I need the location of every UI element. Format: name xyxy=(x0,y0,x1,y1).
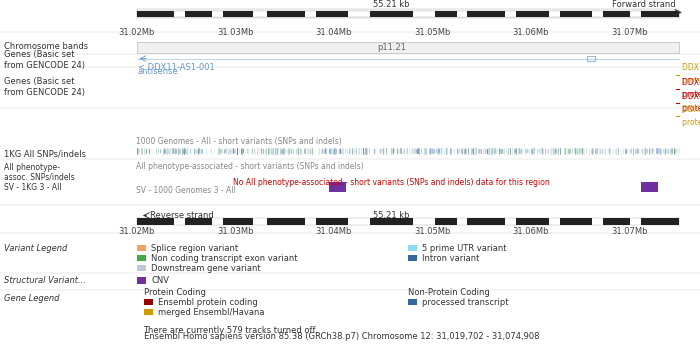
Text: antisense: antisense xyxy=(138,67,178,76)
Text: p11.21: p11.21 xyxy=(377,43,406,52)
Bar xyxy=(136,42,679,53)
Bar xyxy=(136,218,679,225)
Bar xyxy=(136,11,679,17)
Text: 31.04Mb: 31.04Mb xyxy=(316,227,352,236)
Bar xyxy=(559,218,592,225)
Bar xyxy=(587,56,595,61)
Bar xyxy=(267,218,304,225)
Bar xyxy=(407,255,417,261)
Text: CNV: CNV xyxy=(151,276,169,285)
Text: Genes (Basic set
from GENCODE 24): Genes (Basic set from GENCODE 24) xyxy=(4,50,85,70)
Bar xyxy=(144,309,153,315)
Bar xyxy=(136,9,679,18)
Bar xyxy=(516,218,549,225)
Text: < DDX11-AS1-001: < DDX11-AS1-001 xyxy=(138,63,215,72)
Text: 31.07Mb: 31.07Mb xyxy=(611,28,648,37)
Text: Intron variant: Intron variant xyxy=(423,253,480,263)
Bar xyxy=(641,218,679,225)
Text: Forward strand: Forward strand xyxy=(612,0,675,9)
Text: 55.21 kb: 55.21 kb xyxy=(373,0,410,9)
Bar xyxy=(186,218,213,225)
Bar xyxy=(223,11,253,17)
Text: merged Ensembl/Havana: merged Ensembl/Havana xyxy=(158,307,265,317)
Bar xyxy=(370,11,413,17)
Text: SV - 1000 Genomes 3 - All: SV - 1000 Genomes 3 - All xyxy=(136,186,237,195)
Text: protein coding: protein coding xyxy=(682,118,700,127)
Text: 55.21 kb: 55.21 kb xyxy=(373,211,410,220)
Bar xyxy=(223,218,253,225)
Bar xyxy=(136,245,146,251)
Bar xyxy=(136,277,146,284)
Bar xyxy=(329,182,346,192)
Text: DDX11-003 >: DDX11-003 > xyxy=(682,78,700,87)
Text: Structural Variant...: Structural Variant... xyxy=(4,276,85,285)
Text: There are currently 579 tracks turned off.: There are currently 579 tracks turned of… xyxy=(144,326,318,334)
Text: 31.03Mb: 31.03Mb xyxy=(217,227,253,236)
Text: protein coding: protein coding xyxy=(682,90,700,99)
Text: Reverse strand: Reverse strand xyxy=(150,211,214,220)
Text: Downstream gene variant: Downstream gene variant xyxy=(151,263,261,273)
Bar xyxy=(435,218,456,225)
Text: DDX11-006 >: DDX11-006 > xyxy=(682,92,700,101)
Text: Protein Coding: Protein Coding xyxy=(144,289,205,297)
Bar xyxy=(468,218,505,225)
Bar xyxy=(267,11,304,17)
Text: All phenotype-associated - short variants (SNPs and indels): All phenotype-associated - short variant… xyxy=(136,163,364,171)
Text: 31.02Mb: 31.02Mb xyxy=(118,28,155,37)
Text: 31.05Mb: 31.05Mb xyxy=(414,227,450,236)
Bar xyxy=(316,11,348,17)
Bar xyxy=(136,255,146,261)
Text: Ensembl protein coding: Ensembl protein coding xyxy=(158,297,258,307)
Text: 31.02Mb: 31.02Mb xyxy=(118,227,155,236)
Text: Ensembl Homo sapiens version 85.38 (GRCh38.p7) Chromosome 12: 31,019,702 - 31,07: Ensembl Homo sapiens version 85.38 (GRCh… xyxy=(144,332,539,341)
Bar xyxy=(136,11,174,17)
Bar xyxy=(641,11,679,17)
Text: All phenotype-
assoc. SNPs/indels
SV - 1KG 3 - All: All phenotype- assoc. SNPs/indels SV - 1… xyxy=(4,163,74,192)
Text: 31.03Mb: 31.03Mb xyxy=(217,28,253,37)
Text: Splice region variant: Splice region variant xyxy=(151,244,238,253)
Text: Non-Protein Coding: Non-Protein Coding xyxy=(407,289,489,297)
Bar xyxy=(144,299,153,305)
Bar xyxy=(136,265,146,271)
Bar xyxy=(468,11,505,17)
Text: No All phenotype-associated - short variants (SNPs and indels) data for this reg: No All phenotype-associated - short vari… xyxy=(233,178,550,187)
Bar xyxy=(407,245,417,251)
Text: processed transcript: processed transcript xyxy=(423,297,509,307)
Text: Variant Legend: Variant Legend xyxy=(4,244,67,253)
Bar xyxy=(603,218,630,225)
Bar xyxy=(435,11,456,17)
Text: DDX11-010 >: DDX11-010 > xyxy=(682,64,700,72)
Bar xyxy=(641,182,659,192)
Text: 1000 Genomes - All - short variants (SNPs and indels): 1000 Genomes - All - short variants (SNP… xyxy=(136,137,342,146)
Text: protein coding: protein coding xyxy=(682,104,700,113)
Text: 31.05Mb: 31.05Mb xyxy=(414,28,450,37)
Text: 31.07Mb: 31.07Mb xyxy=(611,227,648,236)
Text: DDX11-001 >: DDX11-001 > xyxy=(682,105,700,114)
Bar xyxy=(407,299,417,305)
Text: Non coding transcript exon variant: Non coding transcript exon variant xyxy=(151,253,298,263)
Bar xyxy=(316,218,348,225)
Text: protein coding: protein coding xyxy=(682,76,700,85)
Text: Genes (Basic set
from GENCODE 24): Genes (Basic set from GENCODE 24) xyxy=(4,77,85,97)
Bar xyxy=(370,218,413,225)
Bar xyxy=(603,11,630,17)
Text: 31.06Mb: 31.06Mb xyxy=(512,28,549,37)
Text: 1KG All SNPs/indels: 1KG All SNPs/indels xyxy=(4,150,85,159)
Bar xyxy=(516,11,549,17)
Bar xyxy=(186,11,213,17)
Bar xyxy=(559,11,592,17)
Text: 5 prime UTR variant: 5 prime UTR variant xyxy=(423,244,507,253)
Text: Gene Legend: Gene Legend xyxy=(4,294,59,303)
Text: Chromosome bands: Chromosome bands xyxy=(4,42,88,51)
Bar xyxy=(136,218,174,225)
Text: 31.04Mb: 31.04Mb xyxy=(316,28,352,37)
Text: 31.06Mb: 31.06Mb xyxy=(512,227,549,236)
